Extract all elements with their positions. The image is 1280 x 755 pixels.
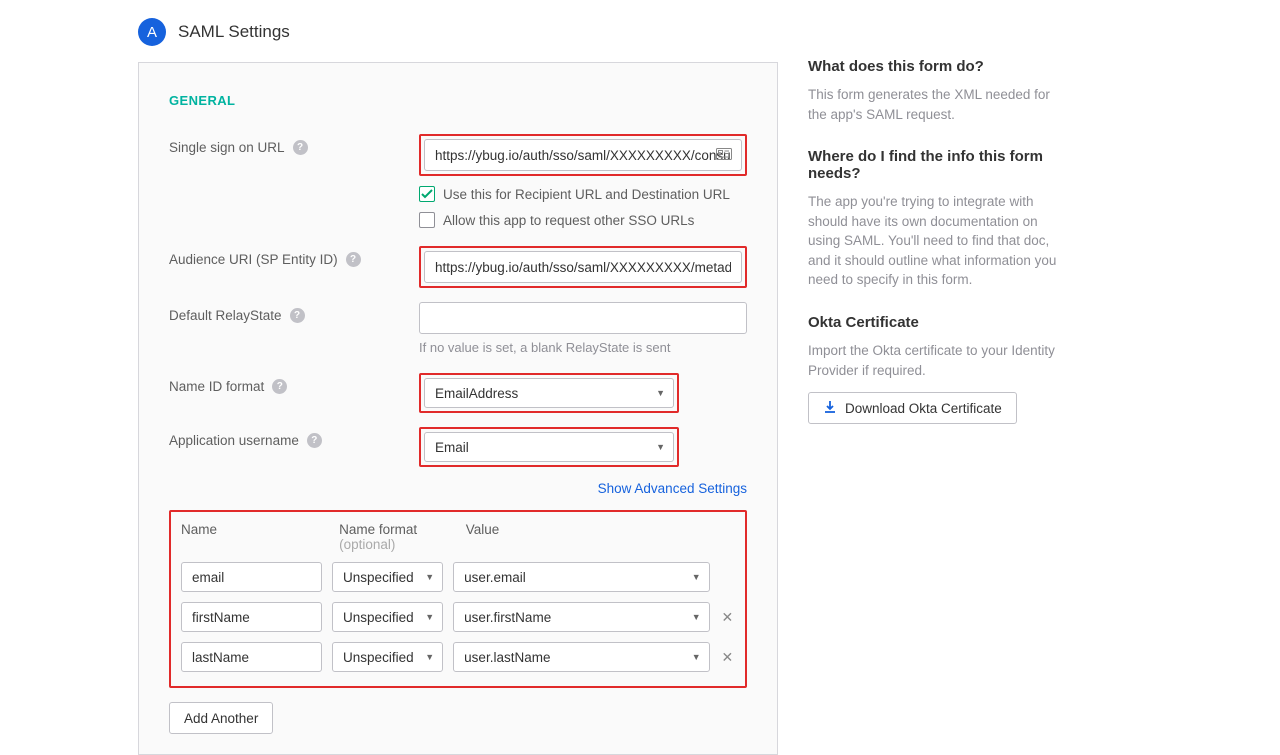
audience-uri-highlight — [419, 246, 747, 288]
name-id-format-select[interactable]: EmailAddress ▼ — [424, 378, 674, 408]
side-q1: What does this form do? — [808, 58, 1058, 75]
sso-url-highlight — [419, 134, 747, 176]
contact-card-icon — [716, 147, 732, 163]
attr-header-optional: (optional) — [339, 537, 395, 552]
attr-value-select[interactable]: user.firstName ▼ — [453, 602, 709, 632]
relay-state-input[interactable] — [419, 302, 747, 334]
chevron-down-icon: ▼ — [692, 572, 701, 582]
sso-url-label: Single sign on URL — [169, 140, 285, 155]
chevron-down-icon: ▼ — [425, 652, 434, 662]
side-q2: Where do I find the info this form needs… — [808, 148, 1058, 182]
step-badge: A — [138, 18, 166, 46]
remove-row-button[interactable]: ✕ — [720, 649, 735, 666]
remove-row-button[interactable]: ✕ — [720, 609, 735, 626]
attr-format-select[interactable]: Unspecified ▼ — [332, 562, 443, 592]
attr-value-value: user.firstName — [464, 610, 551, 625]
audience-uri-label: Audience URI (SP Entity ID) — [169, 252, 338, 267]
side-a1: This form generates the XML needed for t… — [808, 85, 1058, 124]
attr-name-input[interactable] — [181, 562, 322, 592]
attr-row: Unspecified ▼ user.email ▼ — [181, 562, 735, 592]
chevron-down-icon: ▼ — [692, 652, 701, 662]
attr-format-value: Unspecified — [343, 570, 414, 585]
side-a2: The app you're trying to integrate with … — [808, 192, 1058, 290]
attr-format-value: Unspecified — [343, 610, 414, 625]
page-title: SAML Settings — [178, 22, 290, 42]
attr-header-name: Name — [181, 522, 329, 552]
attr-name-input[interactable] — [181, 642, 322, 672]
chevron-down-icon: ▼ — [692, 612, 701, 622]
help-icon[interactable]: ? — [272, 379, 287, 394]
attr-value-select[interactable]: user.lastName ▼ — [453, 642, 709, 672]
attr-header-format: Name format — [339, 522, 417, 537]
header: A SAML Settings — [138, 18, 778, 46]
help-icon[interactable]: ? — [290, 308, 305, 323]
chevron-down-icon: ▼ — [656, 388, 665, 398]
attr-value-value: user.email — [464, 570, 526, 585]
attr-value-select[interactable]: user.email ▼ — [453, 562, 709, 592]
side-a3: Import the Okta certificate to your Iden… — [808, 341, 1058, 380]
checkbox-checked-icon — [419, 186, 435, 202]
help-icon[interactable]: ? — [346, 252, 361, 267]
add-another-button[interactable]: Add Another — [169, 702, 273, 734]
app-username-value: Email — [435, 440, 469, 455]
help-icon[interactable]: ? — [293, 140, 308, 155]
use-for-recipient-checkbox[interactable]: Use this for Recipient URL and Destinati… — [419, 186, 747, 202]
name-id-format-highlight: EmailAddress ▼ — [419, 373, 679, 413]
name-id-format-value: EmailAddress — [435, 386, 518, 401]
relay-state-hint: If no value is set, a blank RelayState i… — [419, 340, 747, 355]
attribute-statements-highlight: Name Name format (optional) Value Unspec… — [169, 510, 747, 688]
name-id-format-label: Name ID format — [169, 379, 264, 394]
chevron-down-icon: ▼ — [425, 572, 434, 582]
attr-value-value: user.lastName — [464, 650, 550, 665]
attr-header-value: Value — [466, 522, 735, 552]
attr-format-select[interactable]: Unspecified ▼ — [332, 642, 443, 672]
relay-state-label: Default RelayState — [169, 308, 282, 323]
attr-name-input[interactable] — [181, 602, 322, 632]
attr-format-select[interactable]: Unspecified ▼ — [332, 602, 443, 632]
section-general-label: GENERAL — [169, 93, 747, 108]
show-advanced-link[interactable]: Show Advanced Settings — [598, 481, 747, 496]
help-icon[interactable]: ? — [307, 433, 322, 448]
download-icon — [823, 400, 837, 417]
side-q3: Okta Certificate — [808, 314, 1058, 331]
download-certificate-label: Download Okta Certificate — [845, 401, 1002, 416]
allow-other-sso-checkbox[interactable]: Allow this app to request other SSO URLs — [419, 212, 747, 228]
app-username-select[interactable]: Email ▼ — [424, 432, 674, 462]
use-for-recipient-label: Use this for Recipient URL and Destinati… — [443, 187, 730, 202]
app-username-highlight: Email ▼ — [419, 427, 679, 467]
attr-row: Unspecified ▼ user.lastName ▼ ✕ — [181, 642, 735, 672]
saml-settings-panel: GENERAL Single sign on URL ? — [138, 62, 778, 755]
checkbox-unchecked-icon — [419, 212, 435, 228]
allow-other-sso-label: Allow this app to request other SSO URLs — [443, 213, 694, 228]
audience-uri-input[interactable] — [424, 251, 742, 283]
help-sidebar: What does this form do? This form genera… — [808, 18, 1058, 755]
chevron-down-icon: ▼ — [656, 442, 665, 452]
download-certificate-button[interactable]: Download Okta Certificate — [808, 392, 1017, 424]
app-username-label: Application username — [169, 433, 299, 448]
attr-format-value: Unspecified — [343, 650, 414, 665]
attr-row: Unspecified ▼ user.firstName ▼ ✕ — [181, 602, 735, 632]
sso-url-input[interactable] — [424, 139, 742, 171]
chevron-down-icon: ▼ — [425, 612, 434, 622]
